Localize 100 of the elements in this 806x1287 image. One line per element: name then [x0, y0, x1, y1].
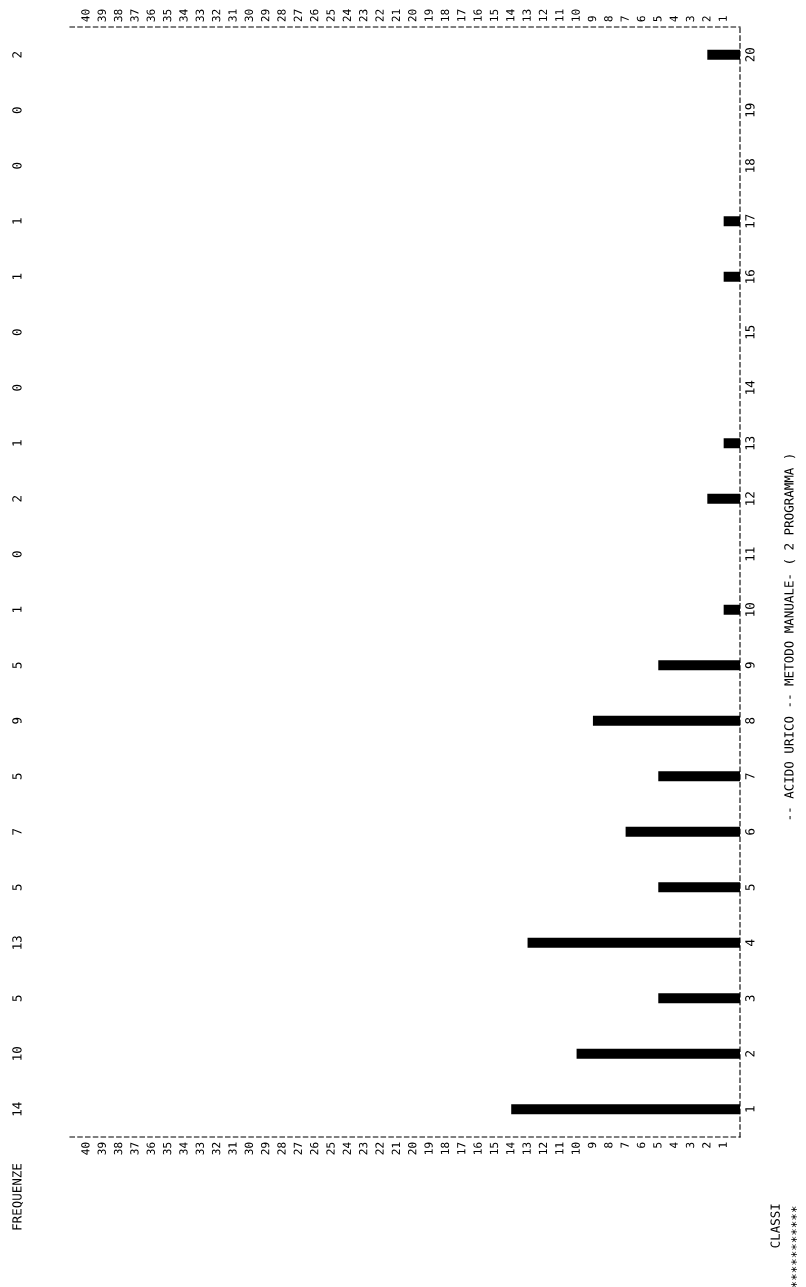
x2-tick-label: 28 — [277, 1142, 286, 1155]
data-label: 14 — [12, 1102, 22, 1116]
x2-tick-label: 24 — [342, 1142, 351, 1155]
x-tick-label: 6 — [636, 16, 646, 22]
x2-tick-label: 19 — [424, 1142, 433, 1154]
x-tick-label: 36 — [146, 9, 155, 22]
y-tick-label: 15 — [745, 325, 755, 339]
x2-tick-label: 6 — [636, 1142, 646, 1148]
x-tick-label: 22 — [375, 9, 384, 22]
data-label: 5 — [12, 773, 22, 780]
y-tick-label: 18 — [745, 159, 755, 172]
y-tick-label: 6 — [745, 828, 755, 835]
x2-tick-label: 4 — [669, 1142, 678, 1148]
y-tick-label: 16 — [745, 270, 755, 283]
x2-tick-label: 36 — [146, 1142, 155, 1155]
text: FREQUENZE — [12, 1163, 24, 1230]
x2-tick-label: 3 — [685, 1142, 695, 1148]
data-label: 2 — [12, 496, 22, 502]
data-label: 5 — [12, 884, 22, 891]
x-tick-label: 9 — [587, 16, 597, 22]
y-tick-label: 5 — [745, 884, 755, 891]
x-tick-label: 38 — [113, 9, 123, 22]
x-tick-label: 15 — [489, 9, 499, 21]
x-tick-label: 23 — [359, 9, 368, 22]
x-tick-label: 1 — [718, 16, 727, 21]
x2-tick-label: 2 — [702, 1142, 711, 1148]
x-tick-label: 19 — [424, 9, 433, 21]
x2-tick-label: 1 — [718, 1142, 727, 1148]
data-label: 0 — [12, 551, 22, 558]
x-tick-label: 27 — [293, 9, 302, 22]
data-label: 2 — [12, 52, 22, 58]
x2-tick-label: 7 — [620, 1142, 629, 1148]
x-tick-label: 12 — [538, 9, 547, 21]
y-axis-title: CLASSI — [770, 1204, 780, 1248]
data-label: 0 — [12, 107, 22, 114]
y-tick-label: 17 — [745, 214, 755, 228]
y-tick-label: 4 — [745, 939, 755, 946]
y-tick-label: 3 — [745, 995, 755, 1002]
x2-tick-label: 30 — [244, 1142, 254, 1155]
x-tick-label: 35 — [162, 9, 172, 22]
x-tick-label: 2 — [702, 16, 711, 22]
data-label: 1 — [12, 440, 22, 446]
y-tick-label: 11 — [745, 547, 755, 561]
x2-tick-label: 10 — [571, 1142, 580, 1154]
x-tick-label: 18 — [440, 9, 450, 21]
x-tick-label: 8 — [604, 16, 613, 22]
x2-tick-label: 11 — [555, 1142, 564, 1154]
x2-tick-label: 15 — [489, 1142, 499, 1154]
x-tick-label: 17 — [457, 9, 466, 21]
x-tick-label: 25 — [326, 9, 335, 22]
y-tick-label: 7 — [745, 773, 755, 780]
x-tick-label: 24 — [342, 9, 351, 22]
x2-tick-label: 8 — [604, 1142, 613, 1148]
x2-tick-label: 38 — [113, 1142, 123, 1155]
x2-tick-label: 20 — [408, 1142, 417, 1155]
x-tick-label: 40 — [81, 9, 90, 22]
y-tick-label: 9 — [745, 662, 755, 669]
y-tick-label: 8 — [745, 717, 755, 724]
y-tick-label: 20 — [745, 48, 755, 62]
x-tick-label: 21 — [391, 9, 400, 22]
x-tick-label: 13 — [522, 9, 531, 21]
text: *********** — [791, 1206, 797, 1287]
x-tick-label: 3 — [685, 16, 695, 22]
x-tick-label: 29 — [260, 9, 270, 22]
x2-tick-label: 34 — [179, 1142, 188, 1155]
x2-tick-label: 14 — [506, 1142, 515, 1154]
x-tick-label: 5 — [653, 16, 662, 22]
data-label: 5 — [12, 662, 22, 669]
y-tick-label: 1 — [745, 1106, 755, 1112]
x2-tick-label: 26 — [309, 1142, 319, 1155]
x2-tick-label: 17 — [457, 1142, 466, 1154]
x2-tick-label: 37 — [130, 1142, 139, 1155]
data-label: 9 — [12, 717, 22, 724]
x2-tick-label: 33 — [195, 1142, 204, 1155]
x2-tick-label: 5 — [653, 1142, 662, 1148]
x-tick-label: 33 — [195, 9, 204, 22]
x2-tick-label: 16 — [473, 1142, 482, 1154]
data-label: 0 — [12, 162, 22, 169]
x-tick-label: 26 — [309, 9, 319, 22]
y-tick-label: 10 — [745, 603, 755, 616]
y-tick-label: 13 — [745, 436, 755, 450]
x-tick-label: 4 — [669, 15, 678, 22]
x2-tick-label: 31 — [228, 1142, 237, 1155]
data-label: 1 — [12, 606, 22, 613]
x-tick-label: 28 — [277, 9, 286, 22]
x-tick-label: 30 — [244, 9, 254, 22]
data-label: 1 — [12, 273, 22, 280]
text: -- ACIDO URICO -- METODO MANUALE- ( 2 PROGRAMMA ) — [784, 455, 796, 820]
x-tick-label: 20 — [408, 9, 417, 22]
data-label: 10 — [12, 1047, 22, 1060]
x-tick-label: 39 — [97, 9, 106, 22]
x-tick-label: 34 — [179, 9, 188, 22]
data-label: 7 — [12, 828, 22, 835]
data-label: 0 — [12, 384, 22, 391]
x-tick-label: 14 — [506, 9, 515, 21]
y-tick-label: 2 — [745, 1051, 755, 1057]
x-tick-label: 32 — [211, 9, 221, 22]
x2-tick-label: 12 — [538, 1142, 547, 1154]
data-label: 1 — [12, 218, 22, 224]
data-label: 5 — [12, 995, 22, 1002]
